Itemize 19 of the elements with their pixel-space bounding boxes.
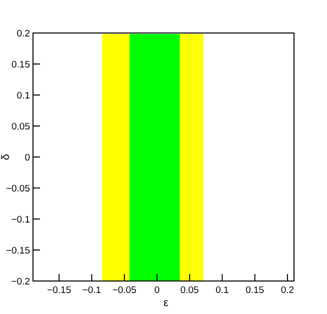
x-tick-label: 0.1 (216, 285, 229, 296)
x-tick-label: 0.2 (280, 285, 294, 296)
x-tick-label: 0.05 (180, 285, 199, 296)
y-tick-label: −0.1 (11, 214, 30, 226)
x-tick-label: −0.1 (82, 285, 102, 296)
y-tick-label: 0.05 (12, 122, 30, 132)
y-tick-label: −0.2 (11, 276, 30, 288)
y-tick-label: −0.15 (6, 246, 30, 256)
y-tick-label: −0.05 (6, 184, 30, 194)
x-axis-title: ε (164, 297, 169, 309)
y-axis-title: δ (0, 154, 12, 160)
x-tick-label: −0.15 (47, 285, 72, 296)
x-tick-label: 0.15 (246, 285, 264, 296)
x-tick-label: 0 (154, 285, 160, 296)
y-tick-label: 0.15 (12, 60, 30, 70)
y-tick-label: 0.1 (16, 90, 30, 102)
y-tick-label: 0 (24, 152, 30, 164)
y-tick-label: 0.2 (16, 28, 30, 40)
x-tick-label: −0.05 (112, 285, 136, 296)
